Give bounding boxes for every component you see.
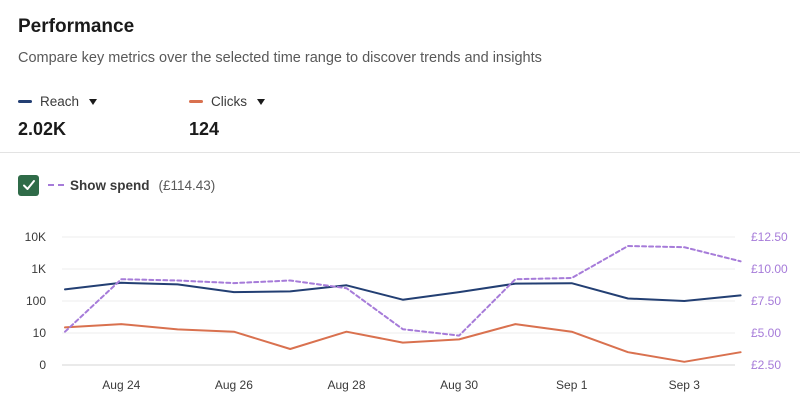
x-tick-label: Aug 24 <box>102 378 140 392</box>
y-right-tick-label: £7.50 <box>751 294 781 308</box>
y-right-tick-label: £12.50 <box>751 230 788 244</box>
metric-reach-label: Reach <box>40 93 80 109</box>
y-right-tick-label: £5.00 <box>751 326 781 340</box>
y-left-tick-label: 0 <box>39 358 46 372</box>
x-tick-label: Aug 28 <box>327 378 365 392</box>
show-spend-toggle[interactable]: Show spend (£114.43) <box>18 174 215 196</box>
reach-swatch-icon <box>18 99 32 103</box>
page-title: Performance <box>18 16 135 37</box>
divider <box>0 152 800 153</box>
series-line-reach <box>64 281 742 302</box>
checkmark-icon <box>22 180 35 190</box>
spend-amount: (£114.43) <box>158 177 216 193</box>
y-left-tick-label: 10K <box>25 230 46 244</box>
series-line-show-spend <box>64 245 742 337</box>
y-axis-left: 0 10 100 1K 10K <box>25 230 47 372</box>
chart-grid <box>62 236 735 366</box>
x-tick-label: Sep 3 <box>669 378 701 392</box>
y-axis-right: £2.50 £5.00 £7.50 £10.00 £12.50 <box>751 230 788 372</box>
y-left-tick-label: 100 <box>26 294 46 308</box>
metric-clicks-label: Clicks <box>211 93 247 109</box>
y-right-tick-label: £10.00 <box>751 262 788 276</box>
show-spend-label: Show spend <box>70 177 150 193</box>
page-subtitle: Compare key metrics over the selected ti… <box>18 50 542 66</box>
show-spend-checkbox[interactable] <box>18 174 39 196</box>
x-tick-label: Aug 26 <box>215 378 253 392</box>
y-right-tick-label: £2.50 <box>751 358 781 372</box>
metric-clicks: Clicks 124 <box>189 92 265 140</box>
clicks-dropdown-caret-icon[interactable] <box>257 98 265 105</box>
x-axis: Aug 24 Aug 26 Aug 28 Aug 30 Sep 1 Sep 3 <box>102 378 700 392</box>
y-left-tick-label: 1K <box>31 262 46 276</box>
y-left-tick-label: 10 <box>33 326 47 340</box>
metric-clicks-value: 124 <box>189 119 220 139</box>
x-tick-label: Aug 30 <box>440 378 478 392</box>
spend-dashed-swatch-icon <box>48 184 64 186</box>
x-tick-label: Sep 1 <box>556 378 588 392</box>
reach-dropdown-caret-icon[interactable] <box>89 98 98 105</box>
metric-reach: Reach 2.02K <box>18 92 98 140</box>
metric-reach-value: 2.02K <box>18 119 67 139</box>
clicks-swatch-icon <box>189 99 203 103</box>
chart-series <box>64 245 742 363</box>
